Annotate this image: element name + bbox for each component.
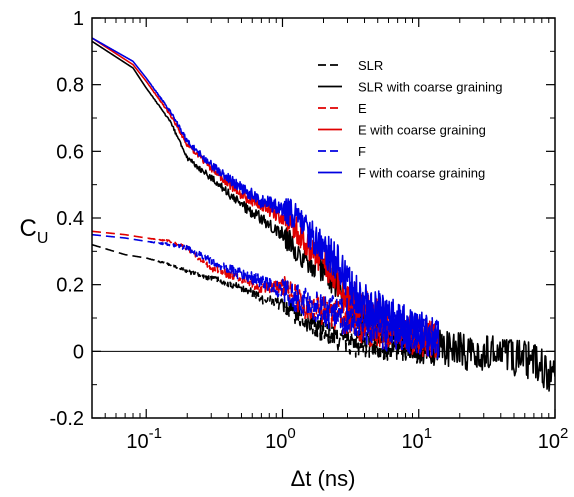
legend-label: E [358,101,367,116]
y-tick-label: 1 [73,8,84,30]
x-tick-exponent: 2 [560,425,568,442]
y-tick-label: 0 [73,341,84,363]
y-axis-title: CU [20,215,49,247]
x-tick-label: 10-1 [126,425,162,453]
x-tick-label: 101 [401,425,432,453]
x-tick-label: 102 [538,425,569,453]
series-line [92,37,440,356]
y-tick-label: 0.6 [56,141,84,163]
y-tick-label: 0.4 [56,208,84,230]
x-tick-base: 10 [265,431,287,453]
x-tick-exponent: 1 [424,425,432,442]
legend-label: F [358,144,366,159]
legend-label: F with coarse graining [358,166,485,181]
x-tick-base: 10 [538,431,560,453]
series-line [92,243,420,364]
x-tick-exponent: -1 [149,425,162,442]
series-line [92,233,440,360]
y-tick-label: 0.2 [56,275,84,297]
series-line [92,230,440,360]
y-axis-title-sub: U [37,230,49,247]
legend-label: SLR with coarse graining [358,80,503,95]
y-axis-title-main: C [20,215,37,242]
y-tick-label: 0.8 [56,75,84,97]
x-axis-title: Δt (ns) [291,466,356,491]
x-tick-label: 100 [265,425,296,453]
y-tick-label: -0.2 [50,408,84,430]
legend-label: SLR [358,58,383,73]
x-tick-exponent: 0 [287,425,295,442]
legend: SLR SLR with coarse graining E E with coars… [318,58,503,181]
x-tick-base: 10 [401,431,423,453]
x-tick-base: 10 [126,431,148,453]
legend-label: E with coarse graining [358,123,486,138]
